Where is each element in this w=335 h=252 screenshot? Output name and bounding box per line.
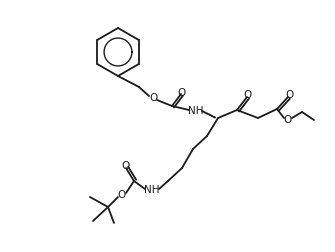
Text: NH: NH <box>144 185 160 195</box>
Text: O: O <box>121 161 129 171</box>
Text: O: O <box>244 90 252 100</box>
Text: O: O <box>178 88 186 98</box>
Text: O: O <box>284 115 292 125</box>
Text: O: O <box>149 93 157 103</box>
Text: O: O <box>118 190 126 200</box>
Text: NH: NH <box>188 106 204 116</box>
Text: O: O <box>285 90 293 100</box>
